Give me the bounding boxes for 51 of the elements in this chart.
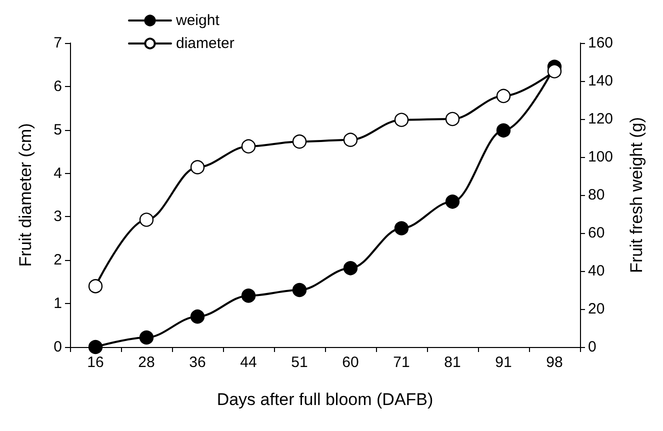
- y-tick-label: 0: [54, 338, 62, 356]
- point: [394, 221, 409, 236]
- x-tick-label: 28: [138, 354, 155, 371]
- x-tick-label: 36: [189, 354, 206, 371]
- point: [343, 261, 358, 276]
- x-tick-label: 60: [342, 354, 359, 371]
- point: [241, 288, 256, 303]
- y2-tick-label: 140: [588, 72, 614, 90]
- point: [88, 340, 103, 354]
- y2-tick-label: 60: [588, 224, 605, 242]
- point: [139, 212, 154, 227]
- point: [394, 112, 409, 127]
- y-tick-label: 4: [54, 164, 62, 182]
- point: [445, 112, 460, 126]
- point: [292, 134, 307, 149]
- y2-tick-label: 0: [588, 338, 596, 356]
- y-tick-label: 1: [54, 295, 62, 312]
- point: [496, 88, 511, 104]
- y2-tick-label: 120: [588, 110, 614, 128]
- y2-tick-label: 100: [588, 148, 614, 166]
- point: [343, 132, 358, 147]
- x-axis-title: Days after full bloom (DAFB): [216, 390, 434, 409]
- y-tick-label: 6: [54, 78, 62, 95]
- y2-tick-label: 40: [588, 262, 605, 280]
- point: [292, 282, 307, 298]
- x-tick-label: 71: [393, 354, 410, 371]
- x-tick-label: 91: [495, 354, 512, 371]
- y2-tick-label: 160: [588, 34, 614, 52]
- y-tick-label: 3: [54, 208, 62, 226]
- x-tick-label: 44: [240, 354, 257, 371]
- x-tick-label: 81: [444, 354, 461, 371]
- x-tick-label: 16: [87, 354, 104, 371]
- y-axis-title: Fruit diameter (cm): [16, 123, 35, 267]
- x-tick-label: 98: [546, 354, 563, 371]
- point: [241, 139, 256, 154]
- y-tick-label: 7: [54, 34, 62, 52]
- x-tick-label: 51: [291, 354, 308, 371]
- point: [88, 279, 103, 294]
- point: [547, 64, 562, 78]
- point: [190, 310, 205, 324]
- point: [496, 123, 511, 138]
- y-tick-label: 2: [54, 252, 62, 269]
- y2-tick-label: 20: [588, 300, 605, 318]
- y2-axis-title: Fruit fresh weight (g): [627, 117, 646, 273]
- legend-label: diameter: [176, 35, 234, 52]
- y-tick-label: 5: [54, 121, 62, 138]
- legend-label: weight: [175, 12, 220, 29]
- point: [445, 194, 460, 209]
- point: [139, 330, 154, 345]
- y2-tick-label: 80: [588, 186, 605, 204]
- point: [190, 160, 205, 174]
